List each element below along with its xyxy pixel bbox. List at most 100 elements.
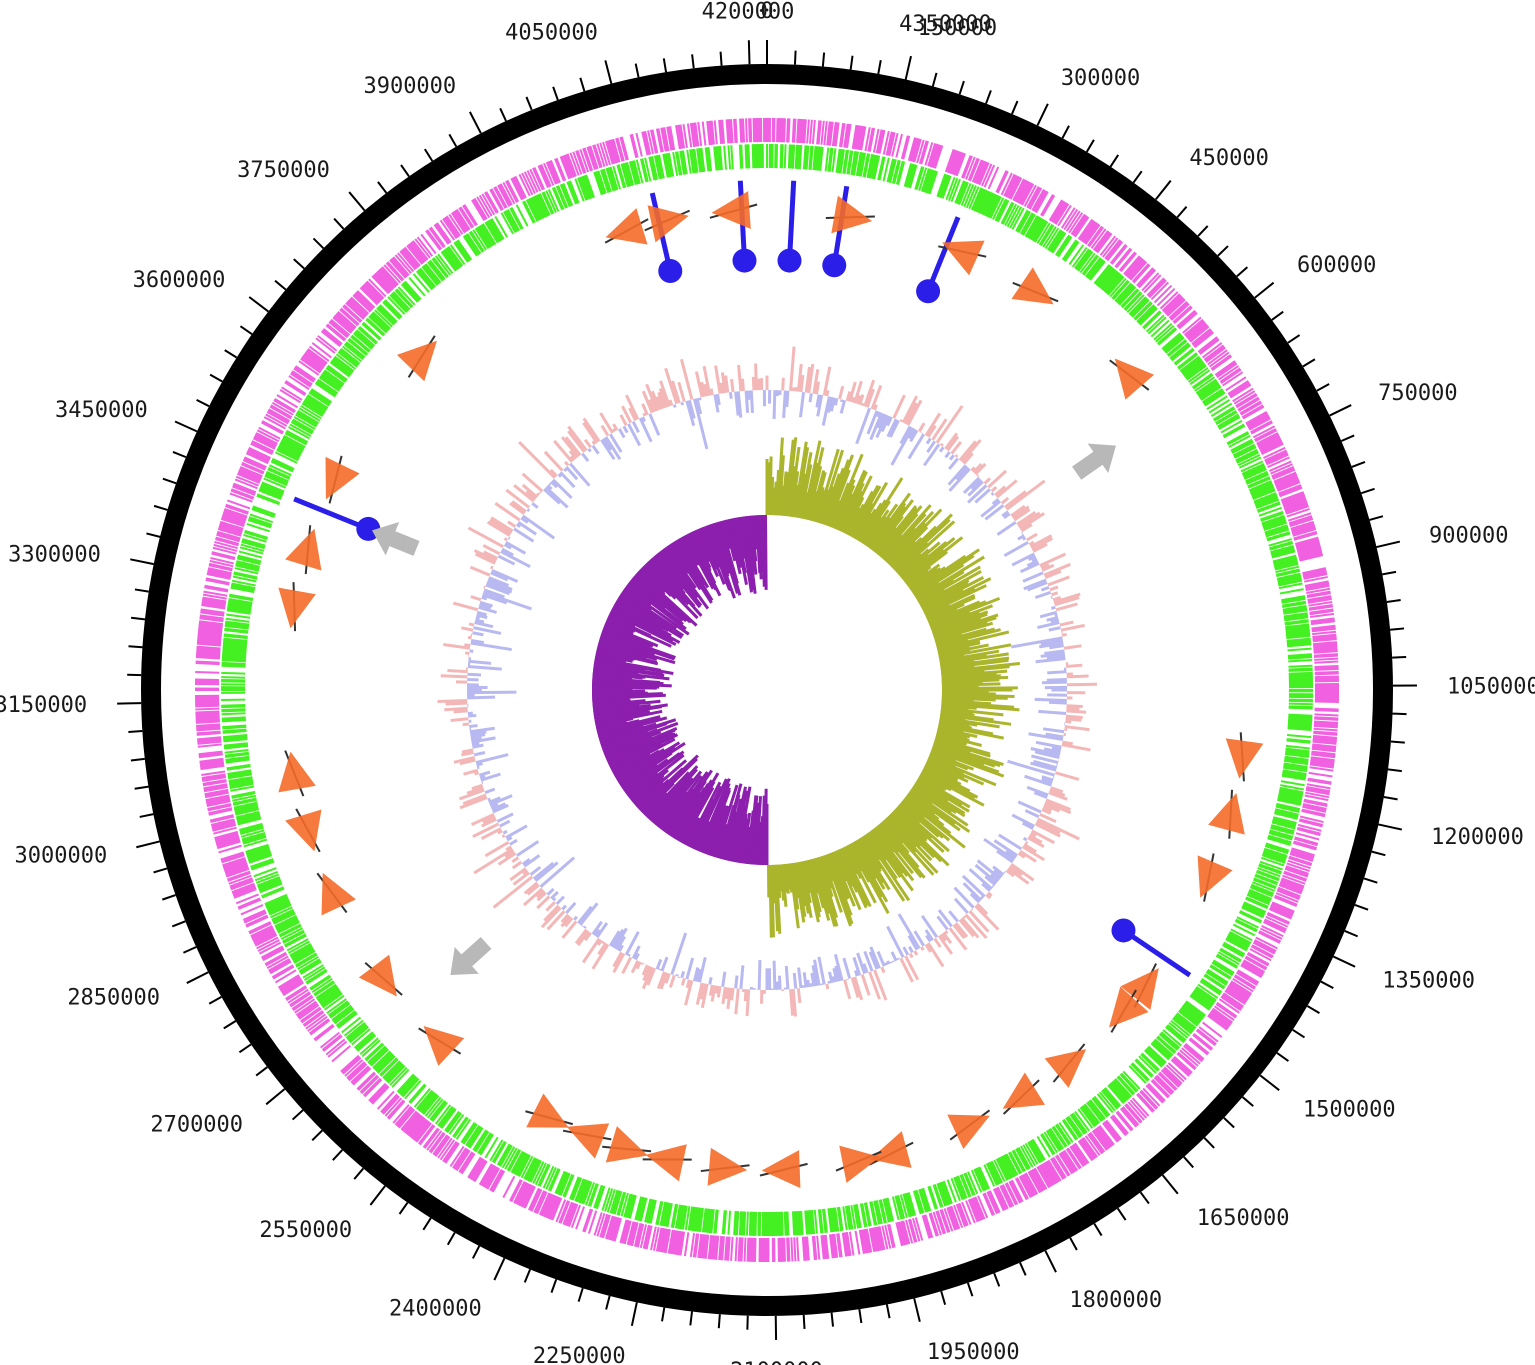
gc-content-bar xyxy=(472,822,500,838)
tick-mark xyxy=(224,349,238,359)
tick-mark xyxy=(1044,1250,1057,1273)
cds-feature xyxy=(238,898,262,910)
cds-feature xyxy=(727,1210,732,1235)
cds-feature xyxy=(1194,331,1215,349)
cds-feature xyxy=(987,166,1000,190)
cds-feature xyxy=(1232,443,1256,457)
cds-feature xyxy=(1313,644,1338,649)
cds-feature xyxy=(855,1204,862,1229)
cds-feature xyxy=(211,821,236,829)
cds-feature xyxy=(549,160,561,184)
cds-feature xyxy=(1122,1070,1141,1090)
cds-feature xyxy=(311,978,333,993)
cds-feature xyxy=(1273,471,1297,483)
cds-feature xyxy=(276,448,299,462)
cds-feature xyxy=(504,210,518,233)
cds-feature xyxy=(1147,1082,1166,1102)
tick-mark xyxy=(1161,1174,1179,1195)
gc-content-bar xyxy=(545,901,556,912)
cds-feature xyxy=(1264,450,1288,463)
gc-content-bar xyxy=(445,701,468,706)
cds-feature xyxy=(417,1124,435,1145)
cds-feature xyxy=(291,994,313,1010)
cds-feature xyxy=(956,181,968,205)
gc-content-bar xyxy=(491,568,519,583)
cds-feature xyxy=(979,191,992,215)
cds-feature xyxy=(915,1189,925,1214)
cds-feature xyxy=(582,1208,592,1232)
cds-feature xyxy=(346,300,366,319)
cds-feature xyxy=(1262,851,1287,862)
cds-feature xyxy=(1222,371,1244,387)
gc-content-bar xyxy=(596,939,603,946)
cds-feature xyxy=(195,701,220,705)
gc-skew-bar xyxy=(917,777,963,807)
cds-feature xyxy=(951,151,962,175)
cds-feature xyxy=(631,160,640,185)
cds-feature xyxy=(971,159,983,183)
cds-feature xyxy=(919,1188,929,1213)
gc-skew-bar xyxy=(810,858,831,921)
cds-feature xyxy=(1001,202,1015,225)
cds-feature xyxy=(374,309,393,328)
gc-content-bar xyxy=(1049,644,1064,650)
cds-feature xyxy=(1242,903,1266,916)
cds-feature xyxy=(962,155,973,179)
cds-feature xyxy=(384,299,403,318)
cds-feature xyxy=(230,489,254,500)
cds-feature xyxy=(356,1034,377,1052)
cds-feature xyxy=(254,434,277,448)
cds-feature xyxy=(871,1227,879,1252)
cds-feature xyxy=(796,144,800,169)
cds-feature xyxy=(1314,665,1339,669)
tick-mark xyxy=(333,217,345,230)
cds-feature xyxy=(964,1172,976,1196)
gc-content-bar xyxy=(960,439,982,463)
cds-feature xyxy=(1042,1162,1057,1185)
cds-feature xyxy=(694,1207,700,1232)
cds-feature xyxy=(1286,634,1311,640)
cds-feature xyxy=(1267,911,1290,924)
tick-mark xyxy=(468,111,482,134)
cds-feature xyxy=(221,716,246,720)
gc-content-bar xyxy=(880,966,886,974)
cds-feature xyxy=(1269,829,1294,838)
cds-feature xyxy=(320,330,341,348)
cds-feature xyxy=(834,122,840,147)
cds-feature xyxy=(616,1191,625,1216)
cds-feature xyxy=(279,976,302,991)
cds-feature xyxy=(1225,938,1248,952)
cds-feature xyxy=(316,379,338,396)
cds-feature xyxy=(288,375,310,390)
gc-skew-bar xyxy=(940,656,1010,669)
cds-feature xyxy=(271,910,295,923)
cds-feature xyxy=(354,330,375,348)
cds-feature xyxy=(594,1185,605,1209)
gc-content-bar xyxy=(1019,512,1046,531)
cds-feature xyxy=(1022,1144,1036,1167)
cds-feature xyxy=(583,147,594,171)
cds-feature xyxy=(197,743,222,748)
cds-feature xyxy=(569,180,580,204)
cds-feature xyxy=(1212,1007,1233,1024)
gc-content-bar xyxy=(993,839,1018,857)
cds-feature xyxy=(992,197,1005,220)
cds-feature xyxy=(644,157,652,182)
cds-feature xyxy=(1129,297,1148,316)
cds-feature xyxy=(1147,316,1167,335)
gc-content-bar xyxy=(953,897,969,914)
cds-feature xyxy=(887,158,896,183)
cds-feature xyxy=(878,129,886,154)
cds-feature xyxy=(843,149,850,174)
cds-feature xyxy=(635,1196,644,1221)
cds-feature xyxy=(1285,749,1310,754)
cds-feature xyxy=(362,1077,382,1097)
cds-feature xyxy=(1313,724,1338,729)
cds-feature xyxy=(1167,340,1188,357)
cds-feature xyxy=(402,1112,420,1133)
cds-feature xyxy=(400,283,419,303)
cds-feature xyxy=(229,593,254,600)
cds-feature xyxy=(391,257,409,277)
cds-feature xyxy=(739,1237,743,1262)
cds-feature xyxy=(432,257,449,278)
